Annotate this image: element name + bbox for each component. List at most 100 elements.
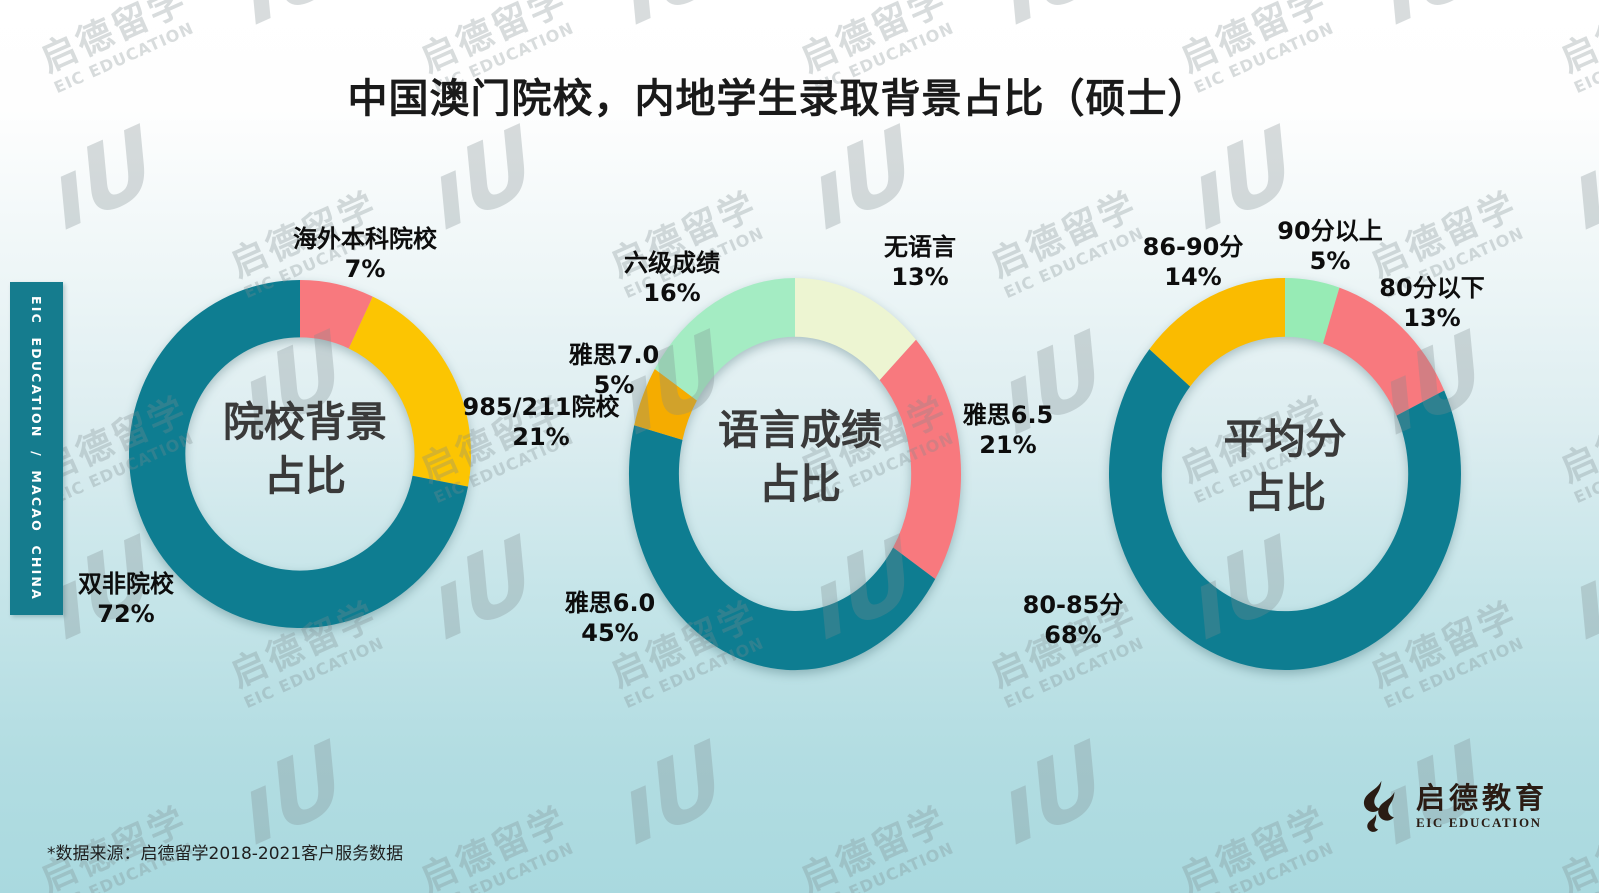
- watermark-line1: 启德留学: [984, 594, 1144, 696]
- watermark-line1: 启德留学: [1364, 594, 1524, 696]
- slice-label-value: 5%: [1309, 247, 1351, 275]
- slice-label: 无语言 13%: [884, 232, 956, 292]
- watermark-line2: EIC EDUCATION: [1000, 632, 1147, 712]
- donut-slice: [129, 280, 468, 628]
- slice-label: 86-90分 14%: [1143, 232, 1244, 292]
- donut-slice: [634, 369, 697, 440]
- slice-label: 双非院校 72%: [78, 569, 174, 629]
- donut-slice: [348, 296, 472, 487]
- watermark-logo-icon: ıU: [229, 309, 357, 458]
- slice-label-name: 无语言: [884, 233, 956, 261]
- slice-label-name: 80分以下: [1379, 274, 1485, 302]
- slice-label-value: 5%: [593, 371, 635, 399]
- watermark-logo-icon: ıU: [229, 719, 357, 868]
- watermark-logo-icon: ıU: [799, 514, 927, 663]
- donut-center-title-line: 占比: [759, 460, 841, 508]
- donut-center-title: 院校背景 占比: [223, 395, 387, 503]
- watermark-line2: EIC EDUCATION: [240, 222, 387, 302]
- donut-center-title-line: 语言成绩: [718, 406, 882, 454]
- eic-logo-icon: [1352, 776, 1406, 838]
- donut-slice: [1108, 349, 1461, 671]
- watermark-line1: 启德留学: [1174, 0, 1334, 81]
- brand-footer: 启德教育 EIC EDUCATION: [1352, 776, 1548, 838]
- donut-slice: [628, 425, 936, 671]
- watermark-line2: EIC EDUCATION: [810, 427, 957, 507]
- watermark-logo-icon: ıU: [989, 309, 1117, 458]
- donut-center-title-line: 院校背景: [223, 398, 387, 446]
- slice-label-name: 90分以上: [1277, 217, 1383, 245]
- watermark-line1: 启德留学: [794, 799, 954, 893]
- slice-label: 985/211院校 21%: [463, 392, 620, 452]
- sidebar-tab: EIC EDUCATION / MACAO CHINA: [10, 282, 63, 615]
- data-source-note: *数据来源：启德留学2018-2021客户服务数据: [47, 844, 404, 864]
- watermark-line1: 启德留学: [984, 184, 1144, 286]
- watermark-logo-icon: ıU: [609, 719, 737, 868]
- watermark-line2: EIC EDUCATION: [50, 17, 197, 97]
- watermark-logo-icon: ıU: [990, 0, 1117, 47]
- watermark-logo-icon: ıU: [610, 0, 737, 47]
- watermark-line1: 启德留学: [414, 799, 574, 893]
- watermark-line1: 启德留学: [1174, 389, 1334, 491]
- watermark-line2: EIC EDUCATION: [1380, 632, 1527, 712]
- watermark-line2: EIC EDUCATION: [430, 837, 577, 893]
- watermark-line1: 启德留学: [414, 389, 574, 491]
- watermark-line2: EIC EDUCATION: [810, 837, 957, 893]
- sidebar-label: EIC EDUCATION / MACAO CHINA: [29, 296, 44, 601]
- watermark-logo-icon: ıU: [1559, 104, 1599, 253]
- watermark-line1: 启德留学: [1554, 0, 1599, 81]
- watermark-logo-icon: ıU: [1179, 104, 1307, 253]
- slice-label-value: 68%: [1044, 621, 1102, 649]
- watermark-line1: 启德留学: [794, 0, 954, 81]
- watermark-line2: EIC EDUCATION: [1190, 427, 1337, 507]
- slice-label: 80分以下 13%: [1379, 273, 1484, 333]
- slice-label: 90分以上 5%: [1277, 216, 1382, 276]
- slice-label-name: 86-90分: [1142, 233, 1244, 261]
- brand-name-cn: 启德教育: [1416, 781, 1549, 816]
- slice-label-value: 7%: [344, 255, 386, 283]
- watermark-line2: EIC EDUCATION: [1000, 222, 1147, 302]
- watermark-line2: EIC EDUCATION: [1380, 222, 1527, 302]
- watermark-line1: 启德留学: [1554, 389, 1599, 491]
- donut-slice: [654, 278, 795, 401]
- watermark-logo-icon: ıU: [1559, 514, 1599, 663]
- watermark-line2: EIC EDUCATION: [430, 17, 577, 97]
- watermark-line2: EIC EDUCATION: [50, 837, 197, 893]
- donut-center-title-line: 占比: [264, 452, 346, 500]
- watermark-logo-icon: ıU: [1370, 0, 1497, 47]
- slice-label: 雅思7.0 5%: [569, 340, 660, 400]
- slice-label-name: 六级成绩: [624, 249, 720, 277]
- page-title: 中国澳门院校，内地学生录取背景占比（硕士）: [347, 76, 1209, 122]
- watermark-line1: 启德留学: [1364, 184, 1524, 286]
- slice-label: 80-85分 68%: [1023, 590, 1124, 650]
- donut-slice: [1285, 278, 1340, 344]
- donut-center-title-line: 占比: [1244, 469, 1326, 517]
- watermark-line2: EIC EDUCATION: [620, 632, 767, 712]
- slice-label-value: 45%: [581, 619, 639, 647]
- donut-slice: [1149, 278, 1285, 387]
- watermark-line2: EIC EDUCATION: [1571, 837, 1599, 893]
- watermark-logo-icon: ıU: [1179, 514, 1307, 663]
- slice-label: 六级成绩 16%: [624, 248, 720, 308]
- watermark-line2: EIC EDUCATION: [1190, 837, 1337, 893]
- watermark-line2: EIC EDUCATION: [240, 632, 387, 712]
- slice-label-name: 985/211院校: [462, 393, 620, 421]
- watermark-line1: 启德留学: [414, 0, 574, 81]
- watermark-logo-icon: ıU: [39, 104, 167, 253]
- slice-label-value: 13%: [1403, 304, 1461, 332]
